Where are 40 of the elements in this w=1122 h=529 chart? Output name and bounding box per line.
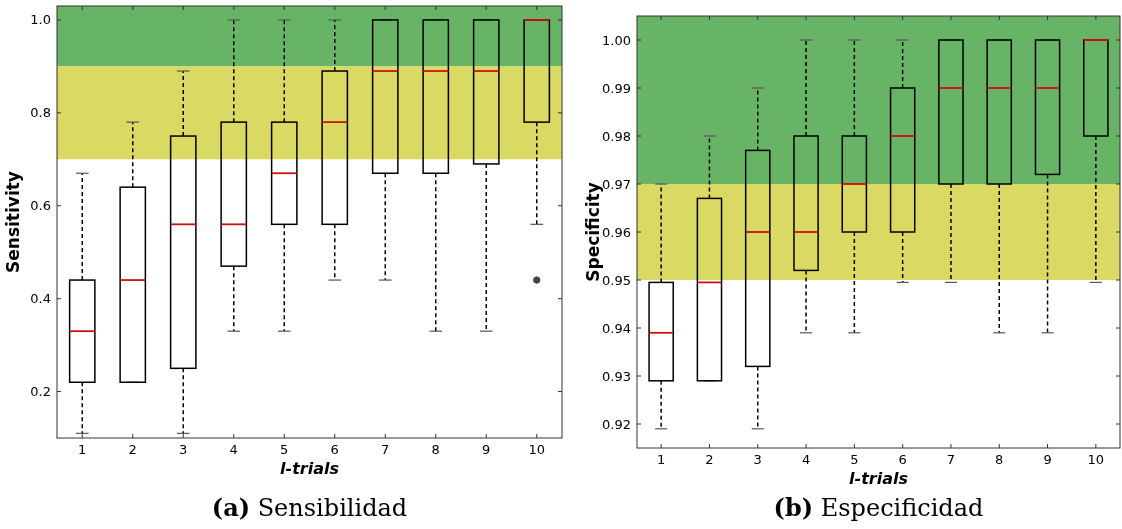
text: (b) Especificidad xyxy=(773,493,984,522)
x-tick-label: 6 xyxy=(330,442,339,457)
x-tick-label: 3 xyxy=(179,442,188,457)
x-tick-label: 7 xyxy=(381,442,390,457)
x-axis-title: l-trials xyxy=(280,459,339,478)
x-tick-label: 9 xyxy=(482,442,491,457)
y-tick-label: 0.93 xyxy=(602,368,631,384)
x-tick-label: 5 xyxy=(280,442,289,457)
y-axis-title: Specificity xyxy=(583,182,603,282)
x-tick-label: 1 xyxy=(657,452,666,467)
y-tick-label: 0.4 xyxy=(30,291,51,307)
x-tick-label: 3 xyxy=(753,452,762,467)
x-tick-label: 2 xyxy=(128,442,137,457)
y-tick-label: 0.95 xyxy=(602,272,631,288)
x-tick-label: 4 xyxy=(229,442,238,457)
y-tick-label: 0.99 xyxy=(602,80,631,96)
x-tick-label: 8 xyxy=(995,452,1004,467)
x-tick-label: 9 xyxy=(1043,452,1052,467)
y-tick-label: 1.0 xyxy=(30,12,51,28)
x-tick-label: 10 xyxy=(528,442,546,457)
y-tick-label: 0.8 xyxy=(30,105,51,121)
y-tick-label: 0.98 xyxy=(602,128,631,144)
x-tick-label: 1 xyxy=(78,442,87,457)
y-tick-label: 0.97 xyxy=(602,176,631,192)
y-tick-label: 0.6 xyxy=(30,198,51,214)
x-tick-label: 5 xyxy=(850,452,859,467)
y-tick-label: 0.92 xyxy=(602,416,631,432)
x-tick-label: 7 xyxy=(946,452,956,467)
x-tick-label: 6 xyxy=(898,452,907,467)
x-tick-label: 8 xyxy=(431,442,440,457)
y-tick-label: 0.94 xyxy=(602,320,631,336)
y-axis-title: Sensitivity xyxy=(3,171,23,273)
x-axis-title: l-trials xyxy=(849,469,908,488)
y-tick-label: 0.2 xyxy=(30,384,51,400)
x-tick-label: 4 xyxy=(801,452,811,467)
y-tick-label: 0.96 xyxy=(602,224,631,240)
x-tick-label: 10 xyxy=(1087,452,1105,467)
y-tick-label: 1.00 xyxy=(602,32,631,48)
text: (a) Sensibilidad xyxy=(211,493,408,522)
x-tick-label: 2 xyxy=(705,452,714,467)
